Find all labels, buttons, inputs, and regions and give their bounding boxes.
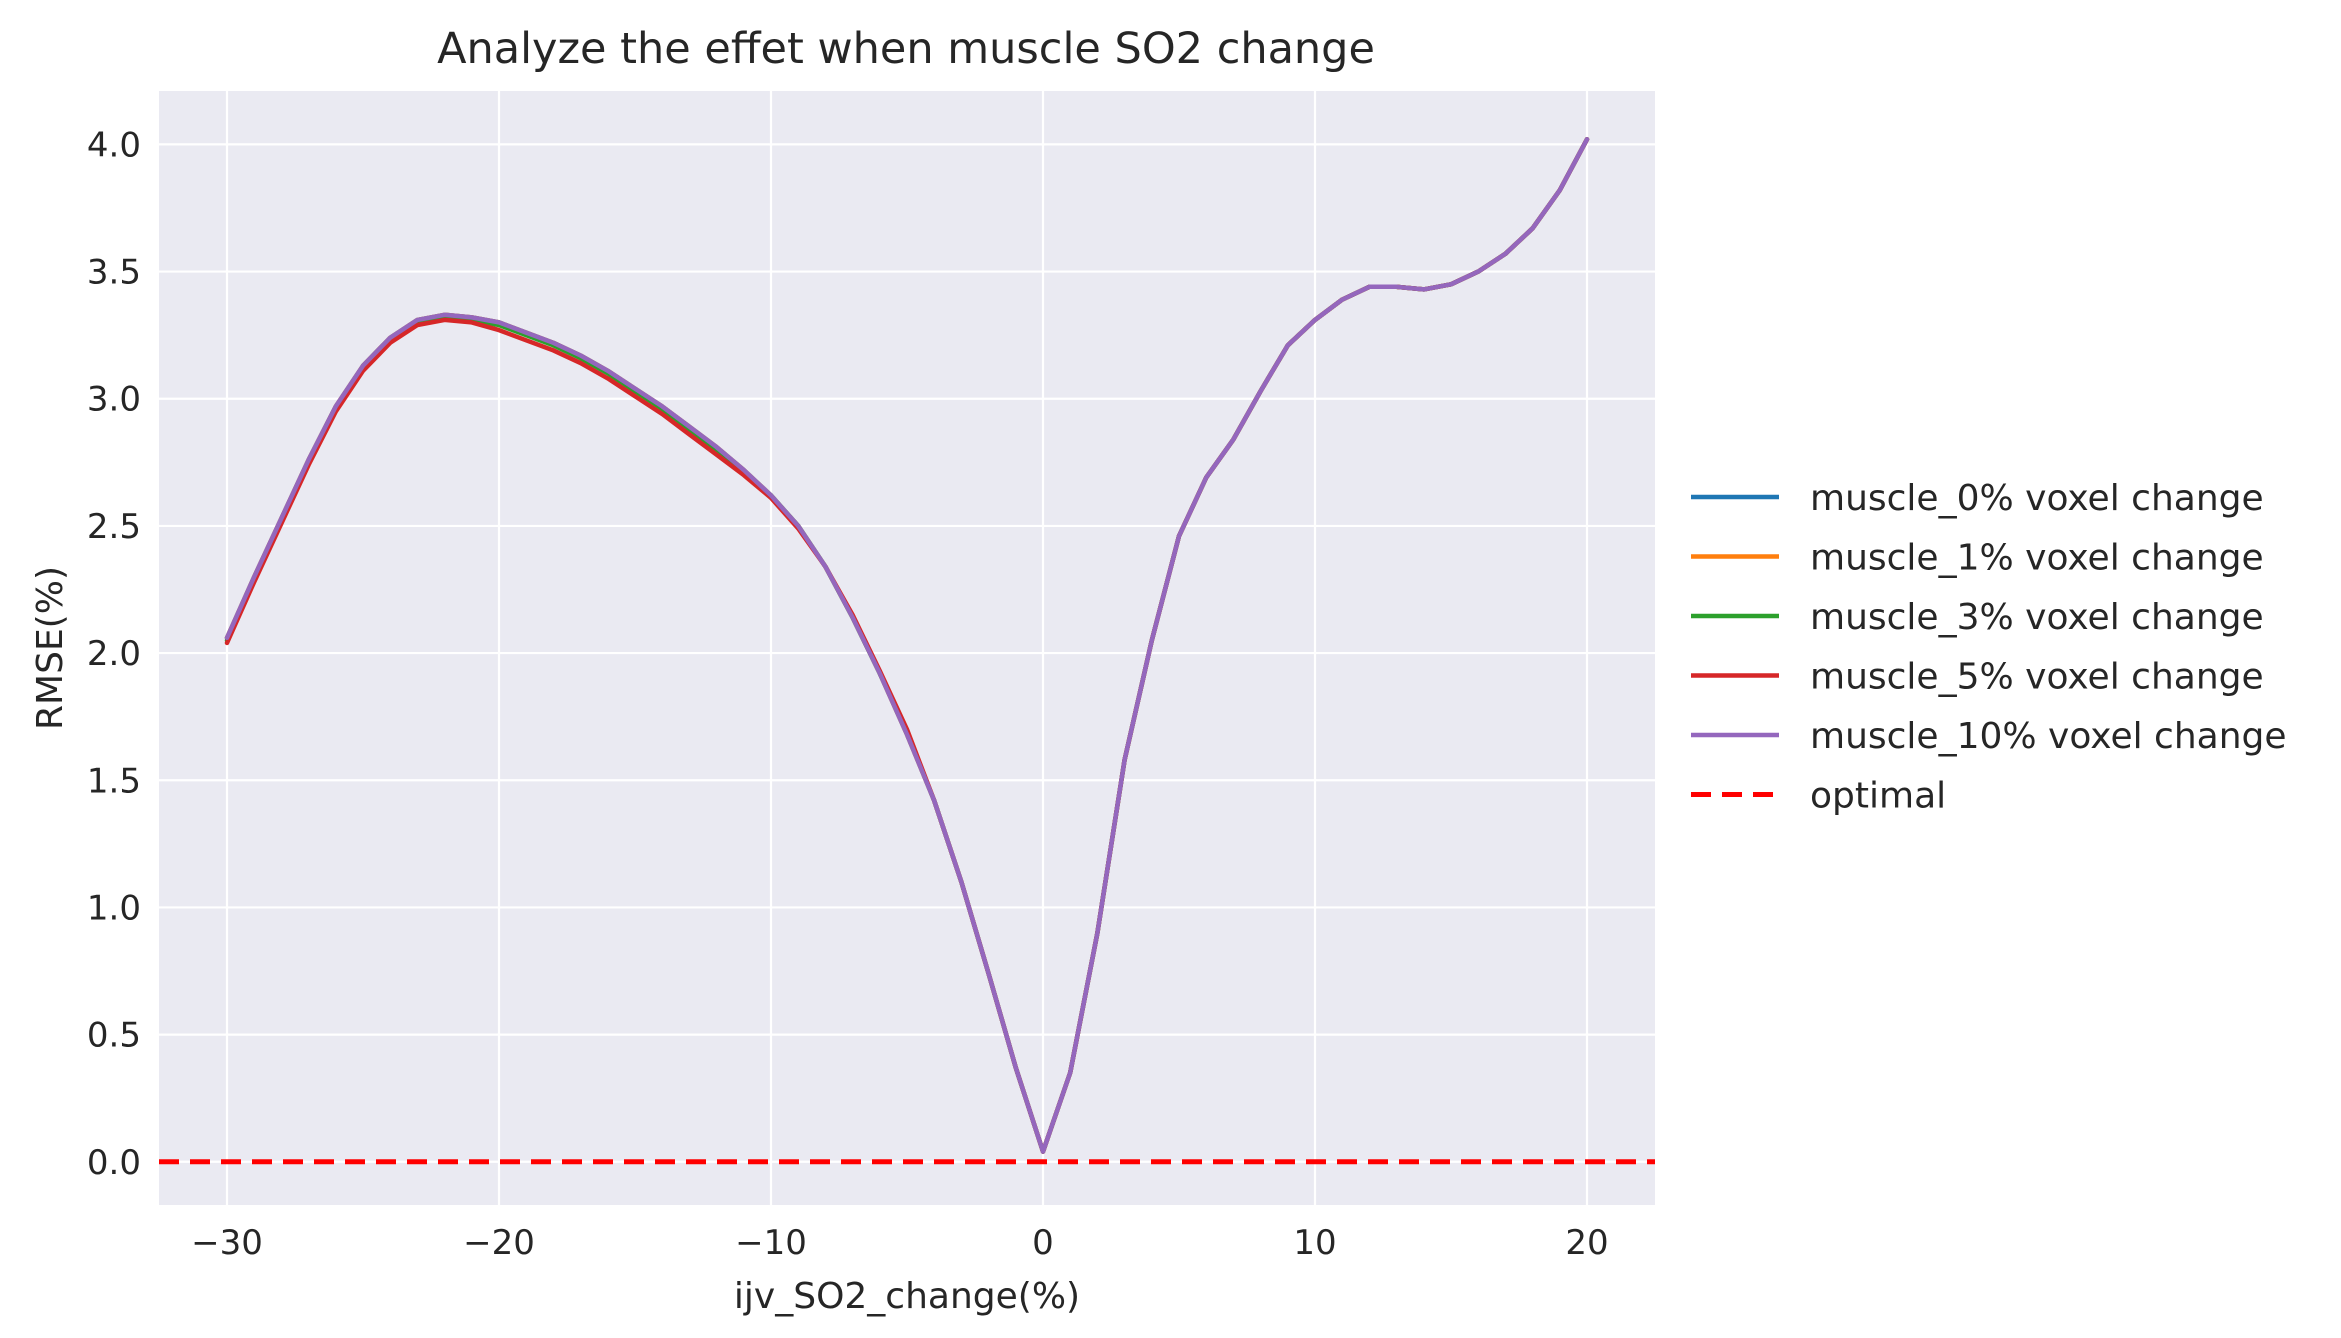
x-tick-label: −20 <box>463 1223 535 1263</box>
chart-title: Analyze the effet when muscle SO2 change <box>437 24 1375 74</box>
legend-label: muscle_10% voxel change <box>1810 716 2287 757</box>
x-axis-title: ijv_SO2_change(%) <box>734 1276 1080 1317</box>
y-tick-label: 2.5 <box>87 507 141 547</box>
y-tick-label: 1.5 <box>87 761 141 801</box>
x-tick-label: 10 <box>1293 1223 1336 1263</box>
y-tick-label: 0.0 <box>87 1143 141 1183</box>
x-tick-label: −30 <box>191 1223 263 1263</box>
y-tick-label: 0.5 <box>87 1016 141 1056</box>
x-tick-label: −10 <box>735 1223 807 1263</box>
series-line-muscle-10-voxel-change <box>224 137 1590 1154</box>
plot-area <box>159 91 1655 1205</box>
y-axis-title: RMSE(%) <box>30 566 71 730</box>
y-tick-label: 2.0 <box>87 634 141 674</box>
grid <box>159 91 1655 1205</box>
legend-label: muscle_1% voxel change <box>1810 538 2264 579</box>
series-lines <box>159 137 1655 1165</box>
y-tick-label: 3.5 <box>87 253 141 293</box>
legend-label: muscle_0% voxel change <box>1810 478 2264 519</box>
legend: muscle_0% voxel change muscle_1% voxel ch… <box>1691 478 2287 817</box>
x-tick-label: 0 <box>1032 1223 1054 1263</box>
tick-labels: −30 −20 −10 0 10 20 0.0 0.5 1.0 1.5 2.0 2.5 3.0 3.5 4.… <box>87 125 1609 1263</box>
legend-label: muscle_5% voxel change <box>1810 657 2264 698</box>
legend-label: optimal <box>1810 776 1946 817</box>
x-tick-label: 20 <box>1565 1223 1608 1263</box>
legend-label: muscle_3% voxel change <box>1810 597 2264 638</box>
y-tick-label: 1.0 <box>87 888 141 928</box>
y-tick-label: 3.0 <box>87 380 141 420</box>
y-tick-label: 4.0 <box>87 125 141 165</box>
